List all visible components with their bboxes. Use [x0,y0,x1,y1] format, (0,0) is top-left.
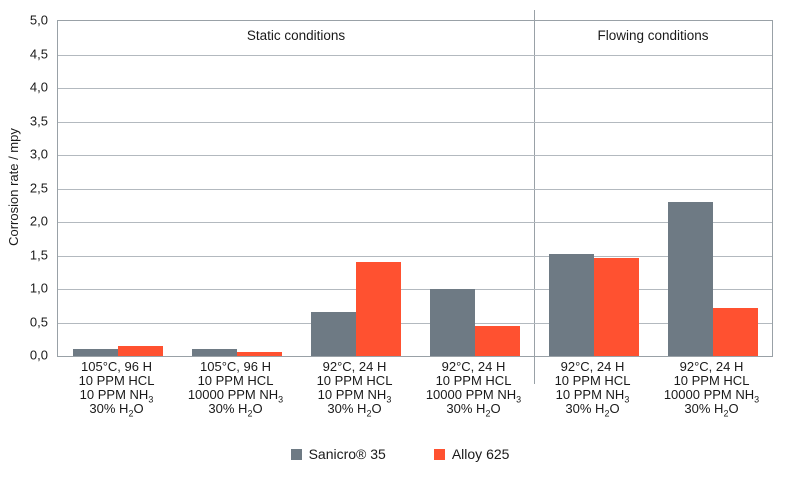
legend-label: Alloy 625 [451,446,510,462]
gridline [58,188,772,190]
section-divider [534,10,535,384]
y-tick-label: 0,5 [29,314,48,329]
bar-group-label: 105°C, 96 H 10 PPM HCL 10 PPM NH3 30% H2O [78,359,155,419]
gridline [58,121,772,123]
y-tick-label: 5,0 [29,12,48,28]
gridline [58,255,772,257]
x-axis-labels: 105°C, 96 H 10 PPM HCL 10 PPM NH3 30% H2O 10… [57,359,771,419]
y-tick-label: 1,5 [29,247,48,262]
y-axis-ticks: 0,0 0,5 1,0 1,5 2,0 2,5 3,0 3,5 4,0 4,5 5,0 [0,14,48,362]
gridline [58,322,772,324]
legend-item: Alloy 625 [433,446,510,462]
legend-swatch [290,448,302,460]
y-tick-label: 3,0 [29,146,48,162]
y-tick-label: 3,5 [29,113,48,128]
bar [548,254,594,356]
bar [593,258,639,356]
legend: Sanicro® 35 Alloy 625 [0,446,800,462]
gridline [58,222,772,223]
gridline [58,289,772,290]
gridline [58,88,772,89]
y-tick-label: 4,0 [29,79,48,95]
legend-swatch [433,448,445,460]
plot-area: Static conditions Flowing conditions [57,10,773,384]
legend-item: Sanicro® 35 [290,446,386,462]
bar [355,262,401,356]
y-tick-label: 2,0 [29,213,48,229]
bar [191,349,237,356]
gridline [58,54,772,56]
bar [712,307,758,356]
bar-group-label: 105°C, 96 H 10 PPM HCL 10000 PPM NH3 30% H2… [187,359,284,419]
section-header-static: Static conditions [246,28,346,43]
gridline [58,155,772,156]
bar-group-label: 92°C, 24 H 10 PPM HCL 10000 PPM NH3 30% H2O [663,359,760,419]
y-tick-label: 2,5 [29,180,48,195]
bar-group-label: 92°C, 24 H 10 PPM HCL 10000 PPM NH3 30% H2O [425,359,522,419]
bar-group-label: 92°C, 24 H 10 PPM HCL 10 PPM NH3 30% H2O [554,359,631,419]
legend-label: Sanicro® 35 [308,446,386,462]
bar [474,325,520,356]
y-tick-label: 1,0 [29,280,48,296]
bar [310,312,356,356]
y-tick-label: 4,5 [29,46,48,61]
bar [236,351,282,356]
bar [667,201,713,356]
bar-group-label: 92°C, 24 H 10 PPM HCL 10 PPM NH3 30% H2O [316,359,393,419]
bar [72,349,118,356]
y-tick-label: 0,0 [29,347,48,363]
bar [429,289,475,356]
bar [117,345,163,356]
section-header-flowing: Flowing conditions [597,28,709,43]
